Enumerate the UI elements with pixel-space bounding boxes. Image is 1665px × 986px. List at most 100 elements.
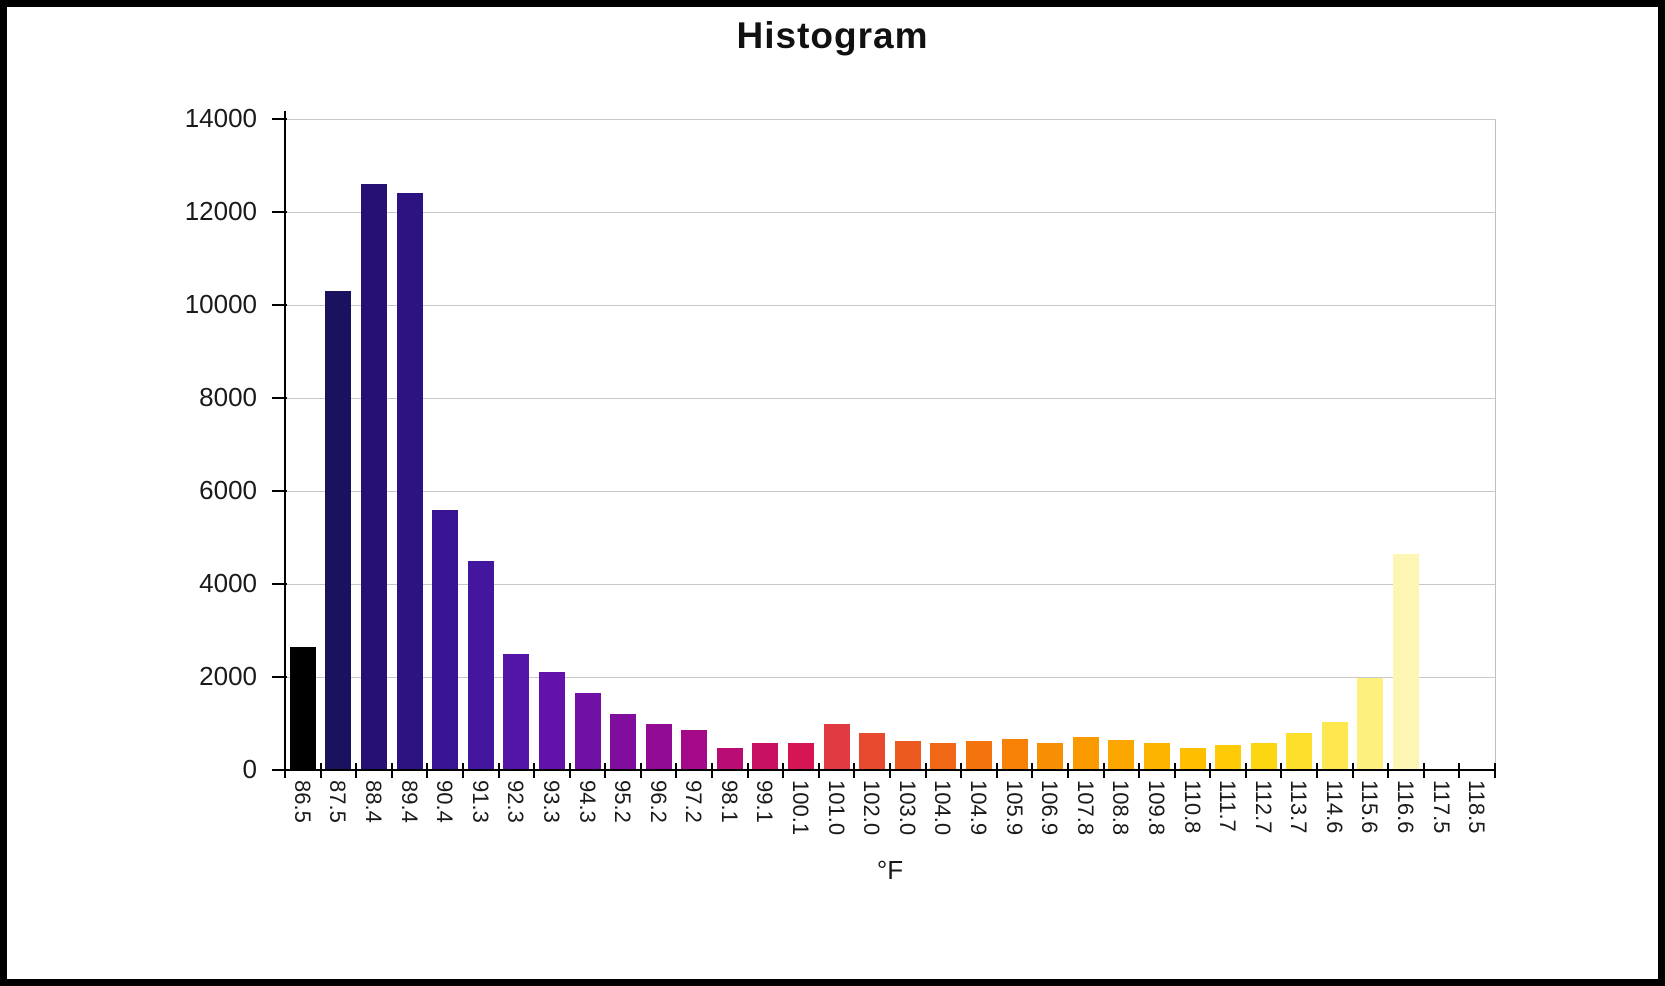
y-axis-tick xyxy=(272,304,287,306)
x-axis-tick xyxy=(782,763,785,778)
plot-right-border xyxy=(1495,119,1496,771)
x-axis-tick xyxy=(817,763,820,778)
x-axis-tick xyxy=(1458,763,1461,778)
x-axis-tick-label: 93.3 xyxy=(538,780,564,823)
y-axis-tick-label: 6000 xyxy=(199,475,257,505)
x-axis-tick xyxy=(995,763,998,778)
x-axis-tick-label: 92.3 xyxy=(503,780,529,823)
histogram-bar-92.3 xyxy=(503,653,530,770)
x-axis-tick-label: 104.0 xyxy=(930,780,956,836)
gridline xyxy=(285,304,1495,306)
y-axis-tick-label: 2000 xyxy=(199,661,257,691)
histogram-bar-93.3 xyxy=(538,672,565,770)
histogram-bar-109.8 xyxy=(1143,742,1170,770)
x-axis-tick xyxy=(284,763,286,778)
x-axis-tick-label: 104.9 xyxy=(965,780,991,836)
x-axis-tick-label: 87.5 xyxy=(325,780,351,823)
x-axis-tick-label: 100.1 xyxy=(788,780,814,836)
x-axis-tick-label: 114.6 xyxy=(1321,780,1347,834)
histogram-bar-95.2 xyxy=(610,714,637,770)
x-axis-tick xyxy=(1494,763,1496,778)
gridline xyxy=(285,583,1495,585)
x-axis-tick-label: 106.9 xyxy=(1037,780,1063,836)
y-axis-tick xyxy=(272,397,287,399)
x-axis-tick xyxy=(1351,763,1354,778)
x-axis-tick xyxy=(1031,763,1034,778)
y-axis-tick xyxy=(272,676,287,678)
x-axis-tick xyxy=(1422,763,1425,778)
x-axis-tick xyxy=(960,763,963,778)
y-axis-tick xyxy=(272,583,287,585)
x-axis-line xyxy=(277,769,1495,771)
x-axis-tick-label: 113.7 xyxy=(1286,780,1312,834)
y-axis-tick-label: 12000 xyxy=(184,196,257,226)
histogram-bar-110.8 xyxy=(1179,747,1206,770)
x-axis-tick xyxy=(924,763,927,778)
histogram-bar-112.7 xyxy=(1250,742,1277,770)
histogram-bar-114.6 xyxy=(1321,721,1348,770)
histogram-bar-104.9 xyxy=(965,741,992,770)
x-axis-tick xyxy=(1387,763,1390,778)
histogram-bar-86.5 xyxy=(289,646,316,770)
histogram-bar-107.8 xyxy=(1072,737,1099,770)
y-axis-tick xyxy=(272,769,287,771)
histogram-bar-108.8 xyxy=(1108,739,1135,770)
x-axis-tick xyxy=(604,763,607,778)
gridline xyxy=(285,118,1495,120)
x-axis-tick xyxy=(1280,763,1283,778)
histogram-bar-103.0 xyxy=(894,741,921,770)
x-axis-tick-label: 102.0 xyxy=(859,780,885,836)
x-axis-tick xyxy=(853,763,856,778)
x-axis-tick xyxy=(1138,763,1141,778)
x-axis-tick-label: 94.3 xyxy=(574,780,600,823)
x-axis-tick xyxy=(1102,763,1105,778)
x-axis-tick-label: 98.1 xyxy=(716,780,742,823)
histogram-bar-98.1 xyxy=(716,747,743,770)
gridline xyxy=(285,211,1495,213)
histogram-bar-89.4 xyxy=(396,193,423,770)
histogram-bar-94.3 xyxy=(574,693,601,770)
x-axis-tick-label: 108.8 xyxy=(1108,780,1134,836)
histogram-bar-99.1 xyxy=(752,742,779,770)
x-axis-tick xyxy=(461,763,464,778)
x-axis-tick xyxy=(675,763,678,778)
histogram-bar-90.4 xyxy=(432,509,459,770)
y-axis-tick xyxy=(272,211,287,213)
y-axis-tick xyxy=(272,118,287,120)
x-axis-tick-label: 110.8 xyxy=(1179,780,1205,834)
gridline xyxy=(285,676,1495,678)
y-axis-tick xyxy=(272,490,287,492)
x-axis-tick-label: 116.6 xyxy=(1393,780,1419,834)
histogram-bar-113.7 xyxy=(1286,733,1313,770)
x-axis-tick xyxy=(639,763,642,778)
histogram-bar-105.9 xyxy=(1001,738,1028,770)
x-axis-tick-label: 107.8 xyxy=(1072,780,1098,836)
x-axis-tick-label: 112.7 xyxy=(1250,780,1276,834)
x-axis-tick xyxy=(1209,763,1212,778)
y-axis-tick-label: 4000 xyxy=(199,568,257,598)
x-axis-tick-label: 97.2 xyxy=(681,780,707,823)
x-axis-tick xyxy=(746,763,749,778)
x-axis-tick-label: 91.3 xyxy=(467,780,493,823)
x-axis-tick xyxy=(1173,763,1176,778)
x-axis-tick xyxy=(711,763,714,778)
y-axis-tick-label: 8000 xyxy=(199,382,257,412)
x-axis-tick-label: 89.4 xyxy=(396,780,422,823)
histogram-plot-area: 0 2000 4000 6000 8000 10000 12000 14000 86.5 87.5… xyxy=(7,7,1658,979)
histogram-bar-96.2 xyxy=(645,723,672,770)
histogram-bar-97.2 xyxy=(681,730,708,770)
x-axis-tick xyxy=(568,763,571,778)
x-axis-tick-label: 103.0 xyxy=(894,780,920,836)
histogram-bar-88.4 xyxy=(360,184,387,770)
x-axis-tick xyxy=(533,763,536,778)
y-axis-tick-label: 14000 xyxy=(184,103,257,133)
x-axis-tick xyxy=(1316,763,1319,778)
x-axis-tick-label: 117.5 xyxy=(1428,780,1454,834)
histogram-bar-102.0 xyxy=(859,732,886,770)
x-axis-title: °F xyxy=(876,855,904,885)
x-axis-tick-label: 109.8 xyxy=(1143,780,1169,836)
x-axis-tick xyxy=(889,763,891,778)
x-axis-tick xyxy=(1066,763,1069,778)
y-axis-tick-label: 0 xyxy=(242,754,257,784)
